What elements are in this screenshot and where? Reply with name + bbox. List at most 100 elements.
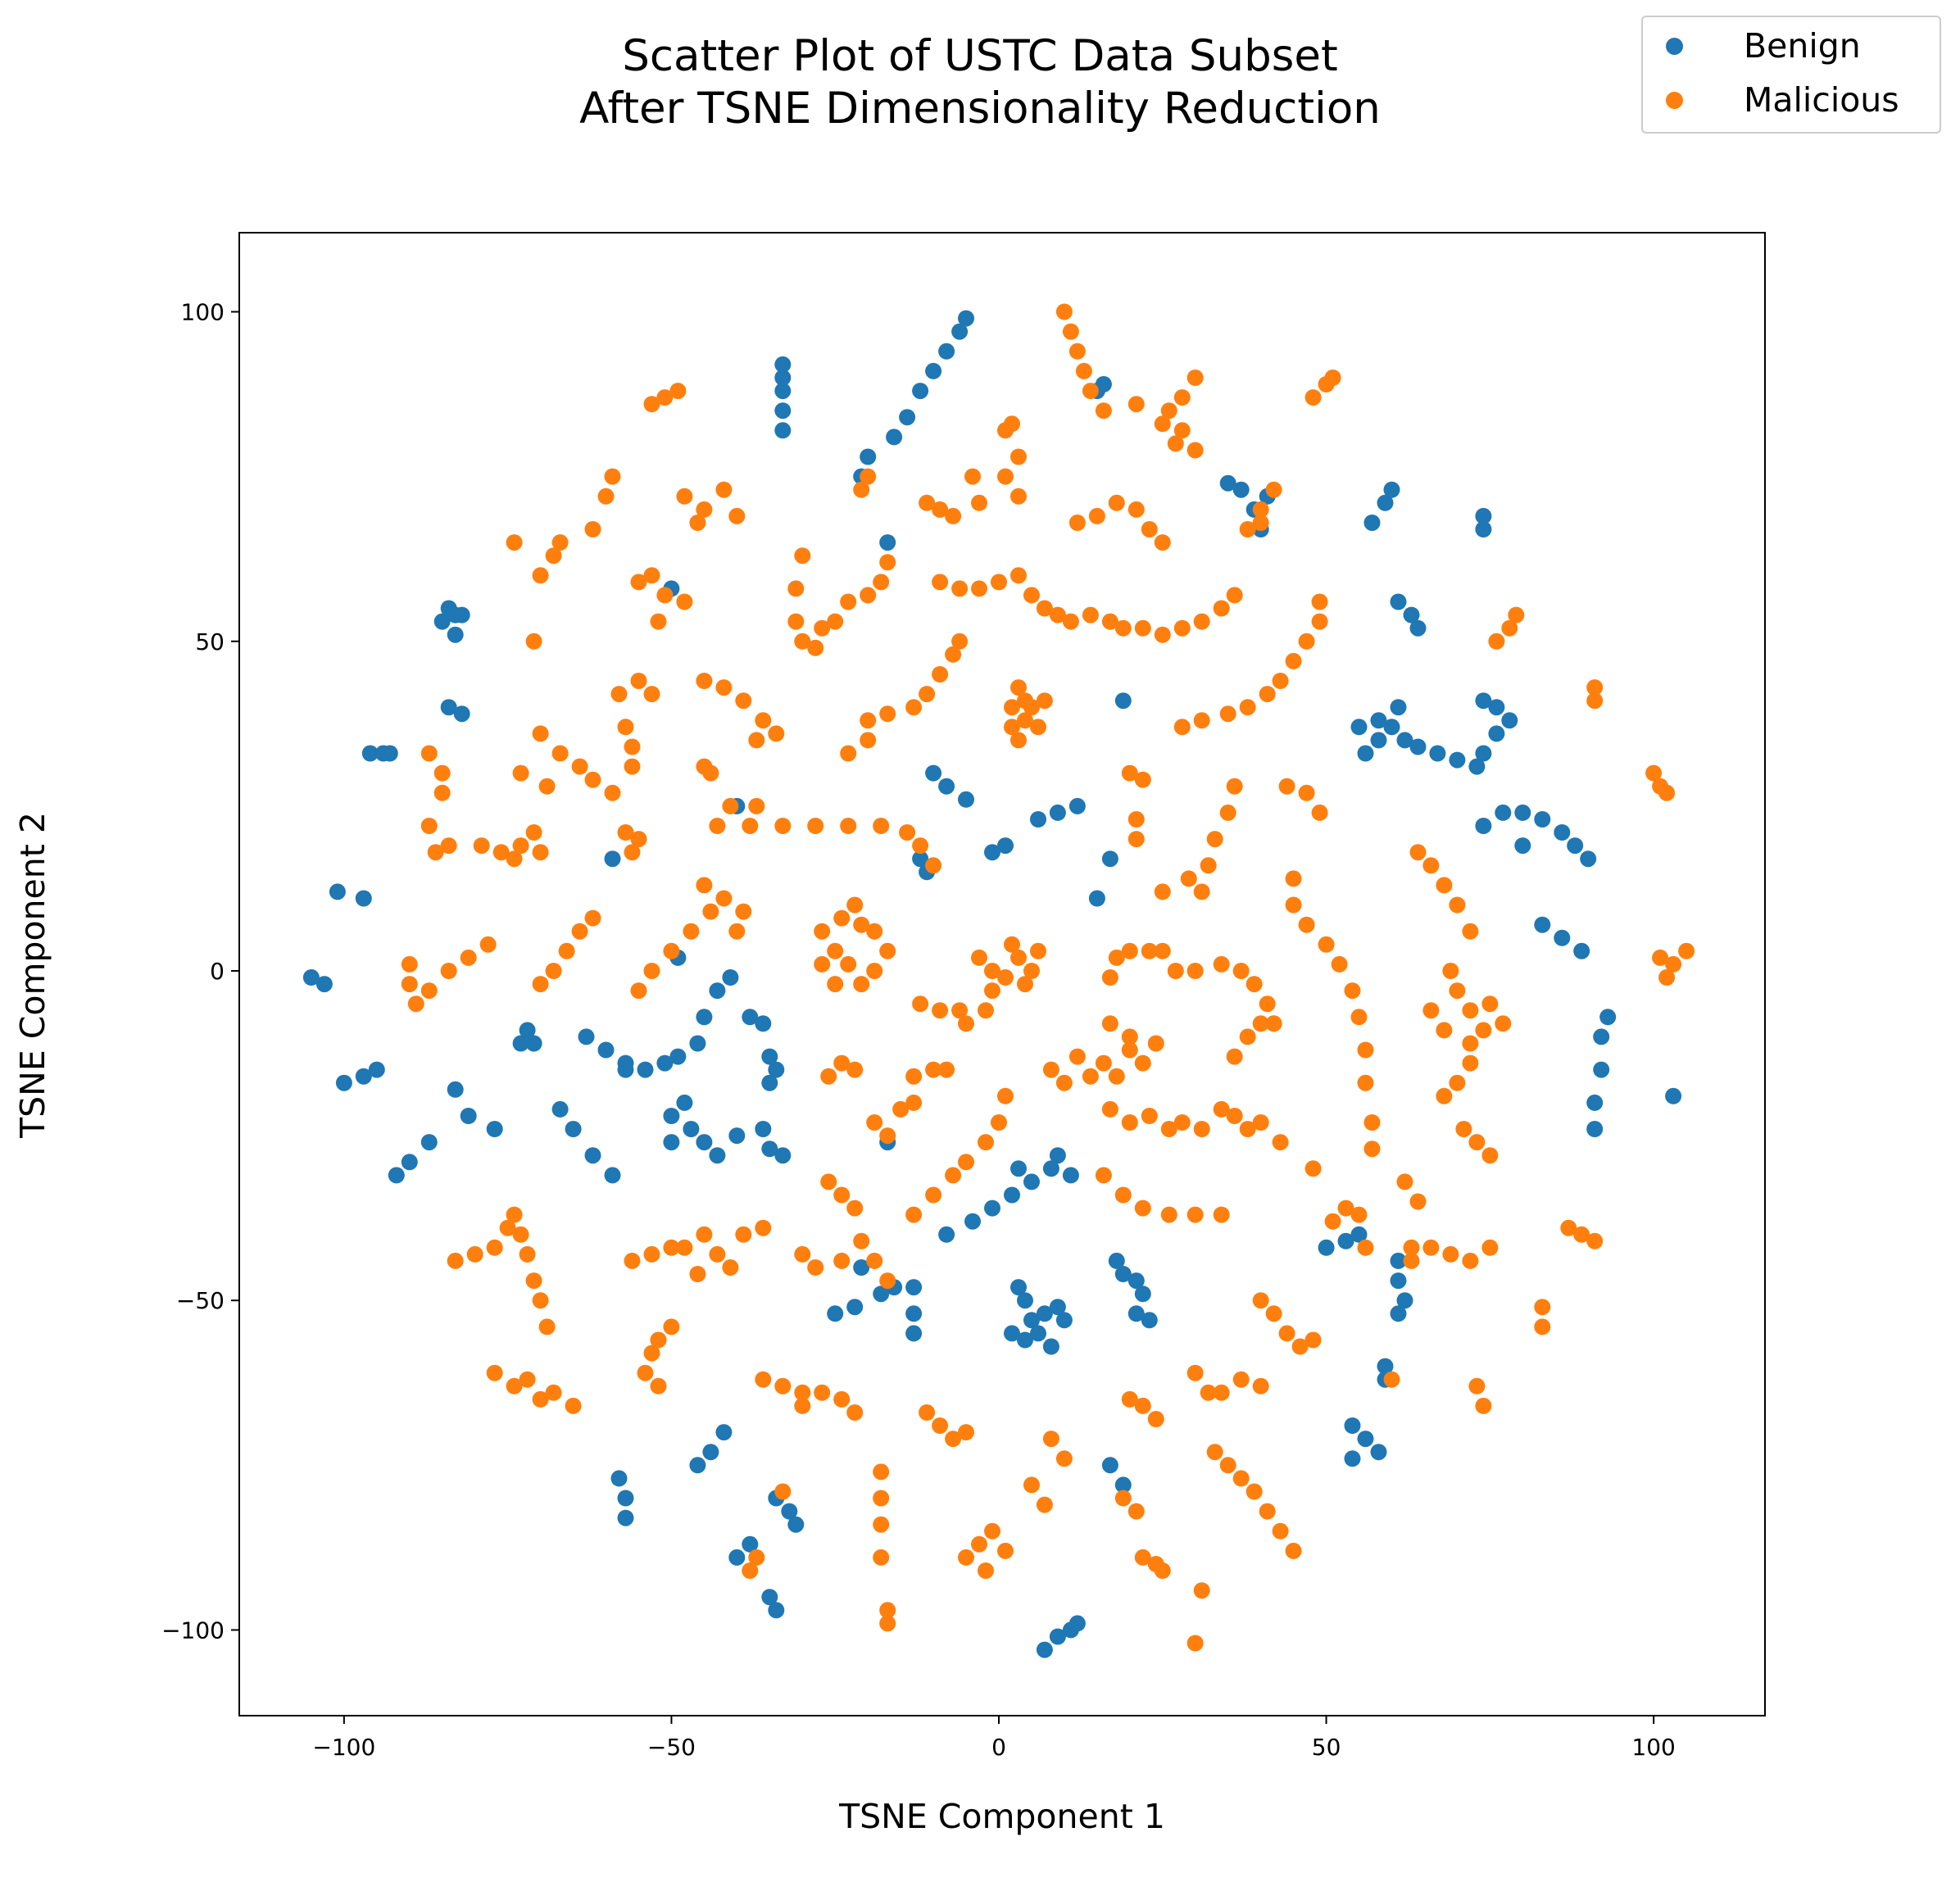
malicious-point (794, 1397, 811, 1414)
malicious-point (702, 764, 719, 782)
malicious-point (1232, 1371, 1250, 1388)
malicious-point (860, 712, 877, 729)
malicious-point (1141, 1108, 1158, 1124)
benign-point (604, 1167, 621, 1184)
malicious-point (755, 712, 772, 729)
malicious-point (827, 613, 844, 630)
benign-point (768, 1061, 785, 1078)
malicious-point (1252, 1015, 1269, 1032)
malicious-point (879, 1615, 896, 1632)
malicious-point (932, 666, 949, 682)
malicious-point (1147, 1035, 1164, 1052)
malicious-point (512, 764, 529, 782)
malicious-point (1481, 995, 1499, 1013)
malicious-point (689, 1266, 706, 1282)
malicious-point (1501, 619, 1518, 637)
malicious-point (532, 1390, 549, 1408)
malicious-point (1154, 534, 1171, 551)
malicious-point (1481, 1147, 1499, 1164)
malicious-point (919, 686, 936, 703)
benign-point (1318, 1239, 1335, 1256)
legend-item-benign: Benign (1666, 25, 1861, 66)
malicious-point (1108, 494, 1125, 511)
malicious-point (1173, 619, 1191, 637)
malicious-point (1298, 916, 1315, 933)
benign-point (1127, 1272, 1145, 1290)
malicious-point (951, 580, 969, 597)
malicious-point (833, 1390, 851, 1408)
malicious-point (1049, 606, 1066, 624)
malicious-point (1232, 1470, 1250, 1487)
malicious-point (997, 468, 1014, 485)
benign-point (768, 1602, 785, 1619)
benign-point (329, 883, 346, 900)
malicious-point (1462, 1054, 1479, 1072)
benign-point (1036, 1641, 1053, 1658)
malicious-point (1331, 955, 1348, 973)
malicious-point (1186, 370, 1204, 386)
malicious-point (1455, 1121, 1472, 1137)
benign-point (774, 383, 792, 400)
malicious-point (1154, 942, 1171, 959)
malicious-point (1173, 1114, 1191, 1131)
malicious-point (1101, 969, 1118, 986)
benign-point (1475, 692, 1492, 710)
malicious-point (486, 1239, 503, 1256)
benign-point (1449, 751, 1466, 769)
malicious-point (1252, 515, 1269, 531)
benign-point (1049, 1628, 1066, 1645)
malicious-point (1658, 969, 1676, 986)
malicious-point (932, 574, 949, 591)
benign-point (1010, 1279, 1027, 1296)
malicious-point (807, 818, 824, 834)
malicious-point (676, 487, 693, 505)
benign-point (761, 1048, 778, 1065)
malicious-point (1213, 600, 1230, 617)
malicious-point (853, 1232, 870, 1249)
malicious-point (1678, 942, 1695, 959)
benign-point (1403, 606, 1420, 624)
benign-point (1383, 719, 1400, 736)
legend: Benign Malicious (1641, 16, 1941, 134)
malicious-point (492, 844, 510, 861)
malicious-point (506, 1377, 523, 1394)
benign-point (361, 745, 379, 762)
malicious-point (1304, 389, 1322, 406)
malicious-point (1108, 1068, 1125, 1085)
malicious-point (1475, 1397, 1492, 1414)
malicious-point (1082, 1068, 1099, 1085)
malicious-point (840, 818, 857, 834)
malicious-point (506, 534, 523, 551)
malicious-point (905, 1094, 923, 1111)
benign-point (1396, 732, 1413, 749)
malicious-point (643, 686, 660, 703)
malicious-point (1436, 1022, 1453, 1039)
x-tick-label: 100 (1631, 1734, 1675, 1761)
malicious-point (1449, 1074, 1466, 1091)
malicious-point (1193, 712, 1210, 729)
malicious-point (1114, 1186, 1132, 1204)
malicious-point (473, 837, 490, 855)
benign-point (1004, 1325, 1020, 1342)
malicious-point (1226, 778, 1243, 795)
malicious-point (715, 481, 733, 498)
malicious-point (892, 1100, 910, 1118)
y-tick-label: 0 (210, 958, 225, 985)
malicious-point (1481, 1239, 1499, 1256)
malicious-point (1193, 613, 1210, 630)
malicious-point (519, 1245, 536, 1263)
benign-point (1095, 376, 1112, 392)
malicious-point (1127, 501, 1145, 518)
benign-point (860, 448, 877, 465)
malicious-point (420, 982, 438, 1000)
malicious-point (1127, 811, 1145, 828)
malicious-point (807, 639, 824, 656)
malicious-point (1363, 1114, 1381, 1131)
malicious-point (1114, 619, 1132, 637)
benign-point (709, 982, 726, 1000)
benign-point (1409, 619, 1427, 637)
benign-point (1219, 474, 1236, 492)
benign-point (905, 1279, 923, 1296)
malicious-point (440, 837, 457, 855)
benign-point (440, 699, 457, 716)
